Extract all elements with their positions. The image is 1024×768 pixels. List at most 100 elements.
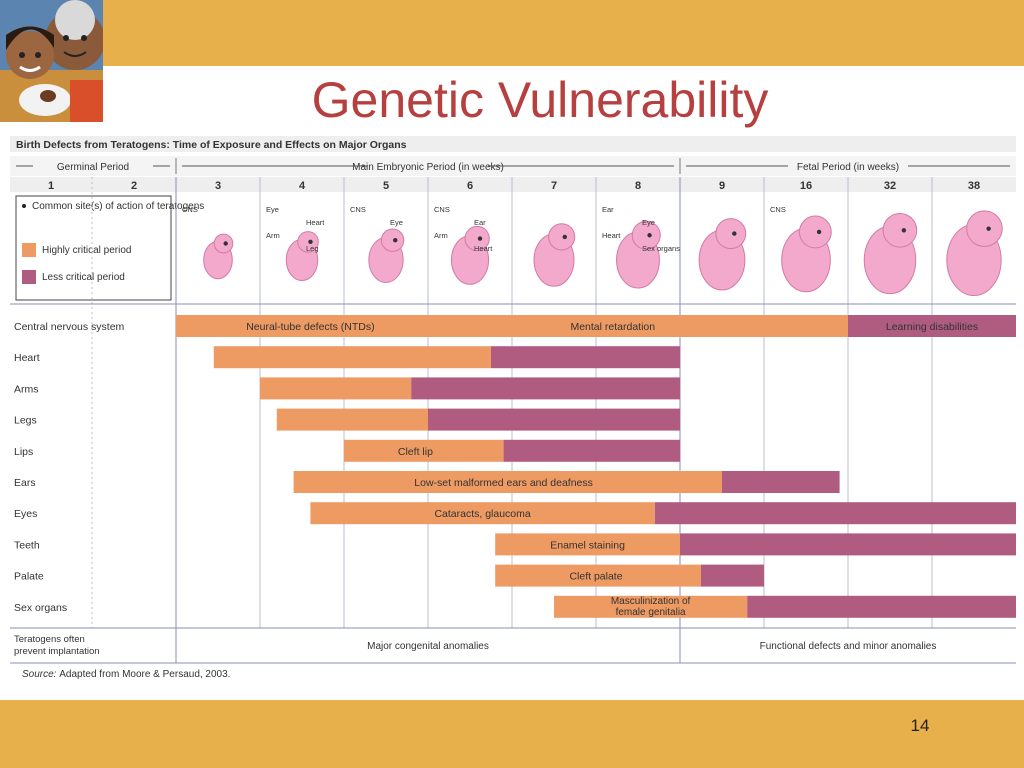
embryo-head-icon xyxy=(798,215,832,249)
embryo-eye-icon xyxy=(816,229,822,235)
organ-label: Palate xyxy=(14,571,44,583)
embryo-eye-icon xyxy=(308,239,313,245)
week-tick-label: 7 xyxy=(551,180,557,192)
corner-photo xyxy=(0,0,103,122)
embryo-part-label: CNS xyxy=(182,205,198,214)
week-tick-label: 8 xyxy=(635,180,641,192)
bar-data-label: Cleft palate xyxy=(569,571,622,583)
exposure-bar-less xyxy=(654,502,1016,525)
embryo-part-label: CNS xyxy=(434,205,450,214)
embryo-eye-icon xyxy=(647,233,652,238)
week-tick-label: 9 xyxy=(719,180,725,192)
legend-site-dot-icon xyxy=(22,204,26,208)
legend-site-label: Common site(s) of action of teratogens xyxy=(32,201,204,212)
exposure-bar-less xyxy=(722,471,840,493)
embryo-head-icon xyxy=(715,218,747,250)
exposure-bar-less xyxy=(491,346,680,369)
source-note: Source: Adapted from Moore & Persaud, 20… xyxy=(22,669,230,680)
embryo-eye-icon xyxy=(986,226,991,231)
exposure-bar-highly xyxy=(176,315,848,337)
organ-label: Sex organs xyxy=(14,602,67,614)
footer-fetal-label: Functional defects and minor anomalies xyxy=(760,641,937,652)
bar-data-label: Learning disabilities xyxy=(886,321,978,333)
top-banner xyxy=(0,0,1024,66)
bar-data-label: Cataracts, glaucoma xyxy=(434,508,530,520)
bar-data-label: female genitalia xyxy=(616,607,686,618)
legend-box xyxy=(15,195,172,301)
embryo-head-icon xyxy=(882,212,918,248)
embryo-part-label: Leg xyxy=(306,244,319,253)
organ-label: Heart xyxy=(14,352,40,364)
embryo-head-icon xyxy=(548,223,576,251)
embryo-eye-icon xyxy=(477,236,483,241)
embryo-part-label: Heart xyxy=(602,231,621,240)
embryo-eye-icon xyxy=(732,231,737,236)
organ-label: Teeth xyxy=(14,539,40,551)
exposure-bar-less xyxy=(747,595,1016,618)
footer-embryonic-label: Major congenital anomalies xyxy=(367,641,489,652)
week-tick-label: 3 xyxy=(215,180,221,192)
bar-data-label: Enamel staining xyxy=(550,539,625,551)
organ-label: Eyes xyxy=(14,508,37,520)
embryo-part-label: Ear xyxy=(602,205,614,214)
embryo-head-icon xyxy=(966,210,1003,247)
legend-less-label: Less critical period xyxy=(42,272,125,283)
embryo-eye-icon xyxy=(562,234,567,240)
week-tick-label: 1 xyxy=(48,180,54,192)
embryo-part-label: Arm xyxy=(434,231,448,240)
embryo-part-label: Heart xyxy=(474,244,493,253)
bar-data-label: Low-set malformed ears and deafness xyxy=(414,477,593,489)
embryo-part-label: Eye xyxy=(390,218,403,227)
slide-title: Genetic Vulnerability xyxy=(311,72,769,128)
period-label: Main Embryonic Period (in weeks) xyxy=(352,162,504,173)
exposure-bar-highly xyxy=(310,502,655,525)
bar-data-label: Neural-tube defects (NTDs) xyxy=(246,321,374,333)
chart-svg: Birth Defects from Teratogens: Time of E… xyxy=(10,136,1016,691)
footer-label-line: Teratogens often xyxy=(14,634,85,645)
bottom-banner xyxy=(0,700,1024,768)
exposure-bar-highly xyxy=(554,595,748,618)
chart-title: Birth Defects from Teratogens: Time of E… xyxy=(16,139,407,151)
embryo-part-label: Ear xyxy=(474,218,486,227)
embryo-eye-icon xyxy=(393,238,398,243)
week-tick-label: 32 xyxy=(884,180,896,192)
exposure-bar-highly xyxy=(495,533,680,556)
exposure-bar-highly xyxy=(213,346,492,369)
exposure-bar-less xyxy=(411,377,680,400)
embryo-part-label: Arm xyxy=(266,231,280,240)
period-label: Germinal Period xyxy=(57,162,129,173)
week-row xyxy=(10,177,1016,192)
embryo-part-label: CNS xyxy=(350,205,366,214)
embryo-eye-icon xyxy=(223,241,228,246)
chart-title-strip xyxy=(10,136,1016,152)
embryo-eye-icon xyxy=(901,228,907,233)
embryo-part-label: Sex organs xyxy=(642,244,680,253)
embryo-part-label: Eye xyxy=(642,218,655,227)
exposure-bar-highly xyxy=(276,408,428,431)
family-illustration xyxy=(0,0,103,122)
period-label: Fetal Period (in weeks) xyxy=(797,162,899,173)
week-tick-label: 4 xyxy=(299,180,306,192)
teratogen-chart: Birth Defects from Teratogens: Time of E… xyxy=(10,136,1016,691)
exposure-bar-less xyxy=(428,408,680,431)
exposure-bar-highly xyxy=(344,439,504,462)
organ-label: Lips xyxy=(14,446,33,458)
organ-label: Central nervous system xyxy=(14,321,125,333)
week-tick-label: 5 xyxy=(383,180,389,192)
embryo-head-icon xyxy=(631,220,661,250)
week-tick-label: 2 xyxy=(131,180,137,192)
exposure-bar-highly xyxy=(260,377,412,400)
source-prefix: Source: xyxy=(22,669,59,680)
organ-label: Ears xyxy=(14,477,36,489)
footer-label-line: prevent implantation xyxy=(14,646,100,657)
organ-label: Legs xyxy=(14,415,37,427)
source-text: Adapted from Moore & Persaud, 2003. xyxy=(59,669,230,680)
exposure-bar-highly xyxy=(293,471,722,493)
exposure-bar-less xyxy=(503,439,680,462)
embryo-head-icon xyxy=(380,228,405,252)
exposure-bar-highly xyxy=(495,564,701,587)
exposure-bar-less xyxy=(701,564,764,587)
exposure-bar-less xyxy=(680,533,1016,556)
embryo-part-label: CNS xyxy=(770,205,786,214)
legend-highly-swatch xyxy=(22,243,36,257)
